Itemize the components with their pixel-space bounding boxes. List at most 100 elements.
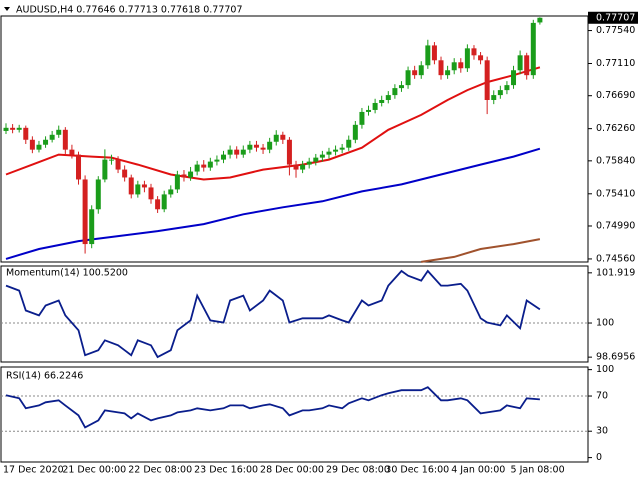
- candle-body: [174, 174, 180, 190]
- candle-body: [267, 141, 273, 150]
- candle-body: [293, 164, 299, 170]
- pane-border: [0, 366, 589, 463]
- y-tick-label: 0.75840: [596, 155, 635, 166]
- x-tick-label: 30 Dec 16:00: [385, 465, 449, 476]
- x-tick-label: 22 Dec 08:00: [128, 465, 192, 476]
- candle-body: [484, 60, 490, 100]
- candle-body: [188, 171, 194, 178]
- candle-body: [221, 154, 227, 160]
- candle-body: [326, 151, 332, 155]
- candle-body: [451, 62, 457, 71]
- candle-body: [530, 22, 536, 76]
- y-tick-label: 0: [596, 452, 602, 463]
- candle-body: [141, 184, 147, 188]
- candle-body: [89, 209, 95, 245]
- candle-body: [412, 70, 418, 76]
- candle-body: [23, 127, 29, 140]
- candle-body: [313, 157, 319, 162]
- candle-body: [148, 187, 154, 200]
- candle-body: [76, 154, 82, 180]
- candle-body: [445, 70, 451, 76]
- candle-body: [504, 85, 510, 91]
- candle-body: [392, 88, 398, 96]
- candle-body: [16, 127, 22, 130]
- candle-body: [352, 124, 358, 140]
- indicator-line: [5, 269, 541, 359]
- y-tick-label: 100: [596, 318, 614, 329]
- candle-body: [247, 144, 253, 150]
- candle-body: [359, 111, 365, 125]
- candle-body: [36, 144, 42, 150]
- candle-body: [102, 159, 108, 180]
- candle-body: [108, 159, 114, 161]
- candle-body: [56, 129, 62, 135]
- y-tick-label: 70: [596, 391, 608, 402]
- candle-body: [29, 139, 35, 150]
- candle-body: [95, 179, 101, 210]
- candle-body: [464, 48, 470, 69]
- candle-body: [194, 164, 200, 172]
- x-tick-label: 5 Jan 08:00: [511, 465, 565, 476]
- candle-body: [339, 147, 345, 150]
- candle-body: [478, 55, 484, 61]
- y-tick-label: 0.75410: [596, 188, 635, 199]
- last-price-box: [588, 11, 638, 24]
- candle-body: [201, 164, 207, 168]
- candle-body: [3, 127, 9, 131]
- candle-body: [227, 149, 233, 155]
- candle-body: [346, 139, 352, 148]
- candle-body: [10, 127, 16, 130]
- y-tick-label: 0.76260: [596, 123, 635, 134]
- candle-body: [69, 149, 75, 155]
- candle-body: [260, 147, 266, 150]
- candle-body: [128, 177, 134, 195]
- moving-average: [5, 66, 541, 181]
- pane-border: [0, 15, 589, 263]
- candle-body: [115, 159, 121, 170]
- chart-title: AUDUSD,H4 0.77646 0.77713 0.77618 0.7770…: [16, 5, 243, 16]
- candle-body: [161, 194, 167, 210]
- candle-body: [49, 134, 55, 140]
- y-tick-label: 30: [596, 426, 608, 437]
- y-tick-label: 98.6956: [596, 352, 635, 363]
- x-tick-label: 23 Dec 16:00: [194, 465, 258, 476]
- candle-body: [497, 90, 503, 96]
- candle-body: [398, 85, 404, 89]
- candle-body: [300, 164, 306, 170]
- pane-border: [0, 265, 589, 363]
- menu-arrow: [4, 7, 10, 11]
- candle-body: [333, 149, 339, 152]
- moving-average: [421, 238, 541, 263]
- y-tick-label: 0.77540: [596, 25, 635, 36]
- candle-body: [431, 45, 437, 61]
- candle-body: [385, 95, 391, 100]
- x-tick-label: 28 Dec 00:00: [260, 465, 324, 476]
- candle-body: [62, 129, 68, 150]
- candle-body: [280, 134, 286, 140]
- candle-body: [82, 179, 88, 245]
- candle-body: [207, 161, 213, 168]
- candle-body: [524, 55, 530, 76]
- candle-body: [306, 161, 312, 165]
- y-tick-label: 100: [596, 364, 614, 375]
- y-tick-label: 0.74990: [596, 220, 635, 231]
- candle-body: [511, 70, 517, 86]
- momentum-title: Momentum(14) 100.5200: [6, 268, 128, 279]
- candle-body: [122, 169, 128, 178]
- x-tick-label: 4 Jan 00:00: [451, 465, 505, 476]
- last-price-label: 0.77707: [596, 12, 635, 23]
- candle-body: [135, 184, 141, 195]
- indicator-line: [5, 386, 540, 429]
- candle-body: [425, 45, 431, 66]
- candle-body: [537, 17, 543, 23]
- candle-body: [181, 174, 187, 178]
- x-tick-label: 21 Dec 00:00: [62, 465, 126, 476]
- candle-body: [168, 189, 174, 195]
- candle-body: [155, 199, 161, 210]
- candle-body: [418, 65, 424, 76]
- candle-body: [366, 109, 372, 112]
- candle-body: [405, 70, 411, 86]
- candle-body: [286, 139, 292, 165]
